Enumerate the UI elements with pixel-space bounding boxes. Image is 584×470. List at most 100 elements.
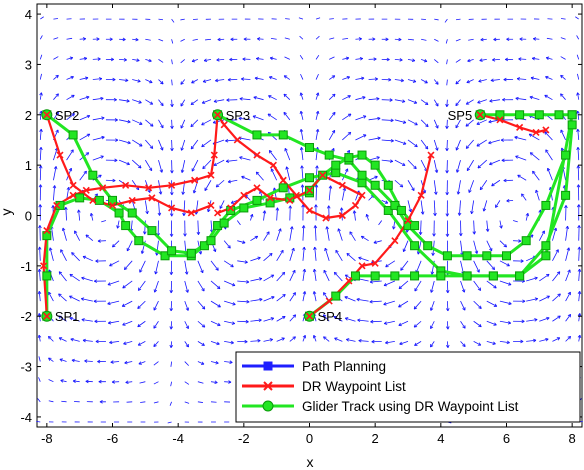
flow-arrow-head xyxy=(100,97,104,101)
flow-arrow xyxy=(250,298,263,302)
flow-arrow xyxy=(342,95,351,101)
flow-arrow-head xyxy=(70,338,74,342)
flow-arrow-head xyxy=(390,118,394,121)
dr_waypoints-line xyxy=(42,113,364,317)
flow-arrow-head xyxy=(323,314,327,317)
flow-arrow-head xyxy=(301,225,305,229)
y-tick-label: 1 xyxy=(25,158,32,173)
flow-arrow-head xyxy=(317,92,320,96)
flow-arrow xyxy=(535,189,540,201)
flow-arrow xyxy=(545,149,553,161)
flow-arrow-head xyxy=(446,213,450,217)
flow-arrow-head xyxy=(137,307,141,309)
flow-arrow xyxy=(119,58,127,61)
flow-arrow-head xyxy=(482,208,485,212)
glider-track-point xyxy=(305,143,314,153)
flow-arrow-head xyxy=(517,175,520,178)
flow-arrow-head xyxy=(560,93,564,96)
flow-arrow xyxy=(552,271,561,282)
flow-arrow xyxy=(184,341,189,348)
flow-arrow-head xyxy=(38,334,42,338)
flow-arrow-head xyxy=(254,76,258,79)
flow-arrow xyxy=(215,179,225,188)
flow-arrow xyxy=(445,39,448,44)
flow-arrow-head xyxy=(432,252,435,256)
flow-arrow xyxy=(252,115,264,121)
flow-arrow-head xyxy=(39,146,42,150)
flow-arrow xyxy=(466,99,474,105)
x-tick-label: -8 xyxy=(41,431,53,446)
flow-arrow-head xyxy=(244,260,248,263)
flow-arrow-head xyxy=(139,100,142,104)
flow-arrow-head xyxy=(101,116,105,119)
flow-arrow-head xyxy=(201,122,204,126)
flow-arrow-head xyxy=(502,97,506,101)
flow-arrow-head xyxy=(227,246,231,249)
flow-arrow xyxy=(239,156,251,161)
flow-arrow xyxy=(197,341,205,346)
flow-arrow xyxy=(236,220,241,226)
flow-arrow-head xyxy=(508,284,512,286)
flow-arrow xyxy=(51,226,54,241)
flow-arrow-head xyxy=(445,170,448,174)
flow-arrow xyxy=(471,200,475,214)
flow-arrow-head xyxy=(558,315,561,319)
flow-arrow-head xyxy=(232,304,236,306)
flow-arrow-head xyxy=(304,269,307,273)
flow-arrow xyxy=(66,113,75,121)
flow-arrow-head xyxy=(283,111,287,114)
flow-arrow-head xyxy=(38,313,42,317)
flow-arrow-head xyxy=(315,92,319,96)
flow-arrow xyxy=(457,180,461,195)
flow-arrow-head xyxy=(323,292,327,295)
dr-waypoint-point xyxy=(542,126,550,134)
flow-arrow xyxy=(38,313,41,322)
glider-track-point xyxy=(219,218,229,228)
flow-arrow-head xyxy=(399,343,403,346)
flow-arrow-head xyxy=(109,38,113,42)
flow-arrow-head xyxy=(408,209,412,213)
flow-arrow xyxy=(334,271,343,282)
flow-arrow xyxy=(153,341,159,347)
dr-waypoint-point xyxy=(99,184,107,192)
flow-arrow xyxy=(289,314,296,322)
flow-arrow-head xyxy=(215,78,218,82)
flow-arrow xyxy=(358,257,369,262)
flow-arrow-head xyxy=(111,381,115,384)
flow-arrow-head xyxy=(557,337,561,341)
flow-arrow-head xyxy=(160,82,164,85)
flow-arrow-head xyxy=(65,206,68,210)
dr-waypoint-point xyxy=(207,171,215,179)
flow-arrow-head xyxy=(93,299,97,302)
flow-arrow-head xyxy=(433,213,436,217)
flow-arrow-head xyxy=(97,359,101,362)
flow-arrow-head xyxy=(82,338,86,341)
flow-arrow xyxy=(250,319,262,322)
flow-arrow-head xyxy=(202,79,206,83)
flow-arrow-head xyxy=(227,179,231,183)
flow-arrow-head xyxy=(489,100,493,103)
flow-arrow-head xyxy=(170,125,173,129)
glider-track-point xyxy=(239,203,249,213)
flow-arrow-head xyxy=(577,246,580,250)
flow-arrow-head xyxy=(493,39,497,42)
flow-arrow-head xyxy=(80,298,84,301)
flow-arrow xyxy=(39,269,41,281)
flow-arrow xyxy=(197,381,204,384)
flow-arrow-head xyxy=(437,147,439,151)
flow-arrow-head xyxy=(110,59,114,62)
flow-arrow-head xyxy=(334,337,337,341)
flow-arrow-head xyxy=(519,38,523,41)
flow-arrow-head xyxy=(114,158,118,161)
flow-arrow-head xyxy=(125,78,129,81)
flow-arrow-head xyxy=(60,249,64,252)
flow-arrow xyxy=(190,99,199,105)
flow-arrow xyxy=(39,73,42,80)
flow-arrow-head xyxy=(81,276,85,278)
flow-arrow-head xyxy=(216,343,220,346)
flow-arrow-head xyxy=(365,214,367,218)
flow-arrow-head xyxy=(431,252,434,256)
flow-arrow-head xyxy=(465,125,469,127)
flow-arrow-head xyxy=(356,298,360,302)
flow-arrow xyxy=(276,271,285,282)
